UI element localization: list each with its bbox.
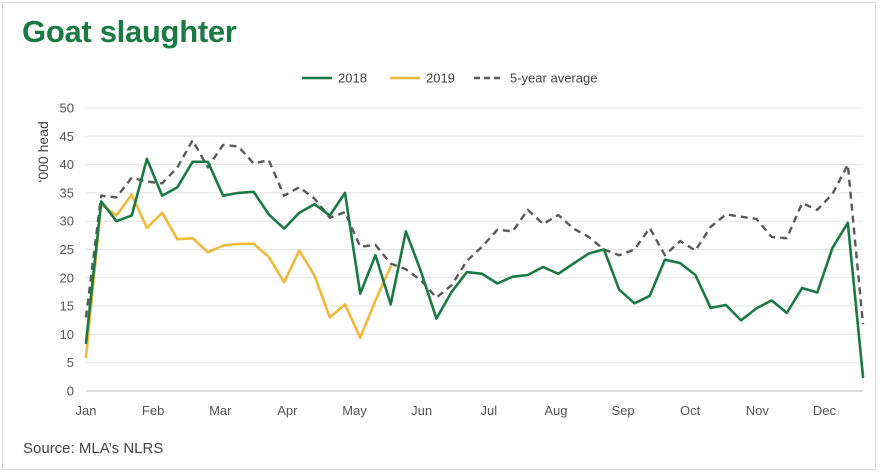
gridlines <box>86 107 863 392</box>
x-tick-label: Jun <box>411 403 432 418</box>
y-tick-label: 35 <box>60 185 74 200</box>
x-tick-label: Nov <box>746 403 770 418</box>
y-tick-label: 30 <box>60 214 74 229</box>
x-tick-label: May <box>342 403 367 418</box>
x-tick-label: Aug <box>544 403 567 418</box>
series-lines <box>84 139 865 379</box>
x-tick-label: Jan <box>76 403 97 418</box>
y-axis-label: ‘000 head <box>35 121 51 183</box>
y-tick-label: 15 <box>60 299 74 314</box>
x-tick-label: Jul <box>480 403 497 418</box>
y-tick-label: 10 <box>60 327 74 342</box>
y-tick-label: 5 <box>67 355 74 370</box>
y-axis-ticks: 0 5 10 15 20 25 30 35 40 45 50 <box>60 101 74 399</box>
y-tick-label: 0 <box>67 384 74 399</box>
x-tick-label: Sep <box>611 403 634 418</box>
y-tick-label: 50 <box>60 101 74 116</box>
x-tick-label: Dec <box>813 403 837 418</box>
chart-title: Goat slaughter <box>22 14 237 49</box>
legend: 2018 2019 5-year average <box>302 71 597 86</box>
legend-label: 2018 <box>338 71 367 86</box>
x-tick-label: Feb <box>142 403 164 418</box>
y-tick-label: 40 <box>60 157 74 172</box>
x-axis-ticks: Jan Feb Mar Apr May Jun Jul Aug Sep Oct Nov Dec <box>76 403 837 418</box>
x-tick-label: Apr <box>277 403 298 418</box>
y-tick-label: 45 <box>60 129 74 144</box>
x-tick-label: Mar <box>209 403 232 418</box>
y-tick-label: 20 <box>60 270 74 285</box>
series-line-5-year-average <box>84 139 865 325</box>
x-tick-label: Oct <box>680 403 701 418</box>
series-line-2019 <box>84 193 393 359</box>
y-tick-label: 25 <box>60 242 74 257</box>
source-note: Source: MLA’s NLRS <box>23 440 164 457</box>
series-line-2018 <box>84 157 865 379</box>
legend-label: 2019 <box>426 71 455 86</box>
legend-label: 5-year average <box>510 71 597 86</box>
